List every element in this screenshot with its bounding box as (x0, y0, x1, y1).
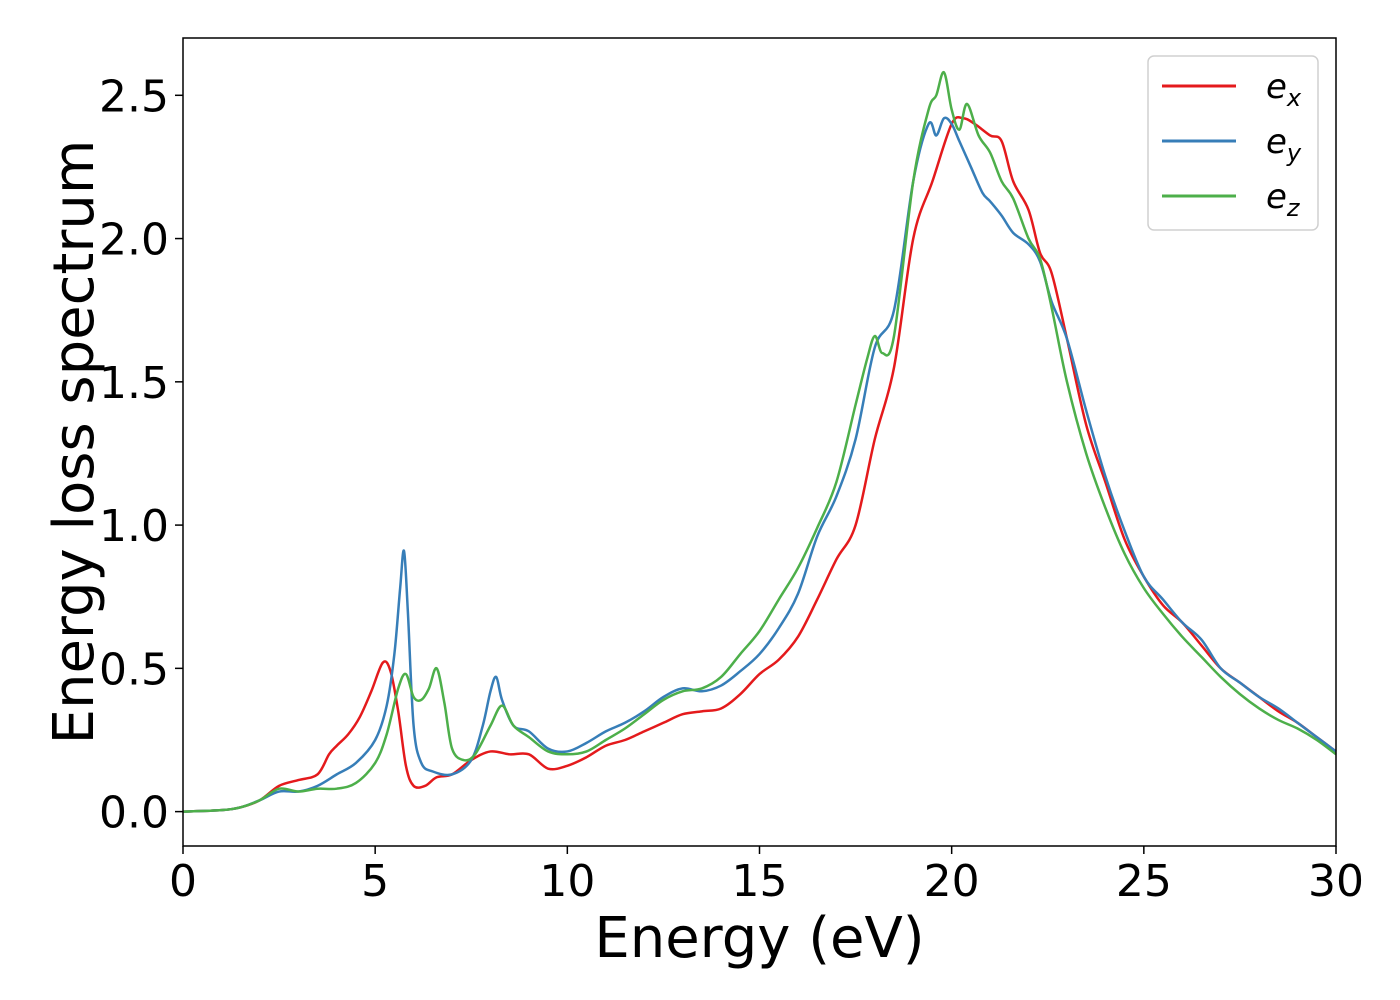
legend-box (1147, 55, 1319, 231)
legend-label-y: ey (1266, 122, 1302, 167)
legend-label-x: ex (1266, 67, 1302, 112)
series-layer (182, 71, 1337, 813)
x-tick-label: 10 (539, 856, 595, 907)
x-tick-label: 20 (924, 856, 980, 907)
legend-label-main: e (1266, 177, 1287, 217)
x-tick-label: 25 (1116, 856, 1172, 907)
x-axis-label: Energy (eV) (594, 906, 924, 971)
y-tick-label: 0.0 (99, 788, 169, 839)
legend-label-main: e (1266, 122, 1287, 162)
legend-label-z: ez (1266, 177, 1301, 222)
y-tick-label: 1.5 (99, 358, 169, 409)
y-tick-label: 2.0 (99, 215, 169, 266)
y-tick-label: 1.0 (99, 501, 169, 552)
y-tick-label: 2.5 (99, 71, 169, 122)
legend-label-subscript: y (1286, 139, 1302, 167)
x-axis: 0 5 10 15 20 25 30 (169, 846, 1364, 907)
x-tick-label: 5 (361, 856, 389, 907)
legend-label-subscript: z (1286, 194, 1301, 222)
series-line-y (182, 116, 1337, 813)
y-axis: 0.0 0.5 1.0 1.5 2.0 2.5 (99, 71, 183, 839)
y-axis-label: Energy loss spectrum (42, 140, 107, 745)
legend-label-main: e (1266, 67, 1287, 107)
series-line-z (182, 71, 1337, 813)
x-tick-label: 15 (732, 856, 788, 907)
x-tick-label: 30 (1308, 856, 1364, 907)
x-tick-label: 0 (169, 856, 197, 907)
series-line-x (182, 115, 1337, 813)
legend-label-subscript: x (1286, 84, 1302, 112)
y-tick-label: 0.5 (99, 644, 169, 695)
